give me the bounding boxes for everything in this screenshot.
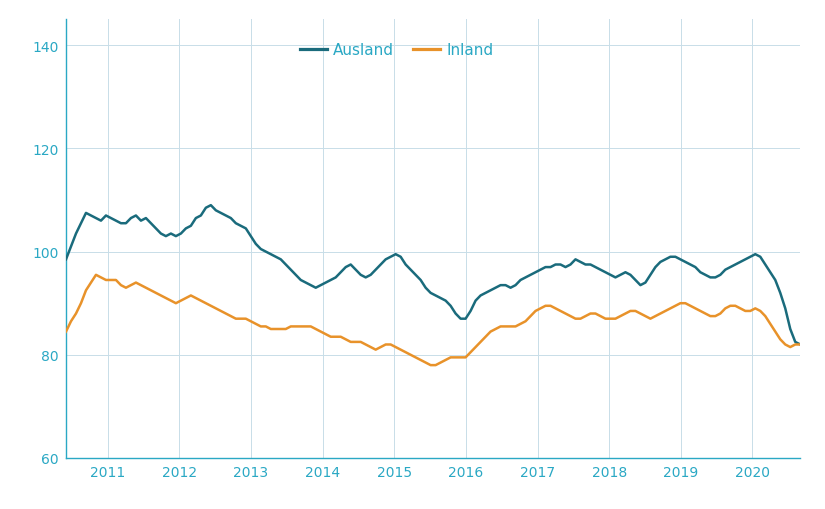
Ausland	[111, 218, 121, 224]
Inland	[116, 282, 126, 289]
Inland	[591, 311, 601, 317]
Ausland	[206, 203, 216, 209]
Inland	[206, 303, 216, 309]
Inland	[795, 342, 805, 348]
Ausland	[431, 293, 441, 299]
Ausland	[586, 262, 596, 268]
Inland	[91, 272, 101, 278]
Inland	[416, 357, 426, 363]
Line: Ausland: Ausland	[66, 206, 800, 345]
Ausland	[416, 277, 426, 284]
Ausland	[516, 277, 526, 284]
Inland	[521, 319, 530, 325]
Ausland	[61, 257, 71, 263]
Line: Inland: Inland	[66, 275, 800, 365]
Inland	[61, 329, 71, 335]
Inland	[436, 360, 446, 366]
Ausland	[795, 342, 805, 348]
Legend: Ausland, Inland: Ausland, Inland	[294, 37, 499, 64]
Ausland	[201, 205, 211, 211]
Inland	[426, 362, 436, 369]
